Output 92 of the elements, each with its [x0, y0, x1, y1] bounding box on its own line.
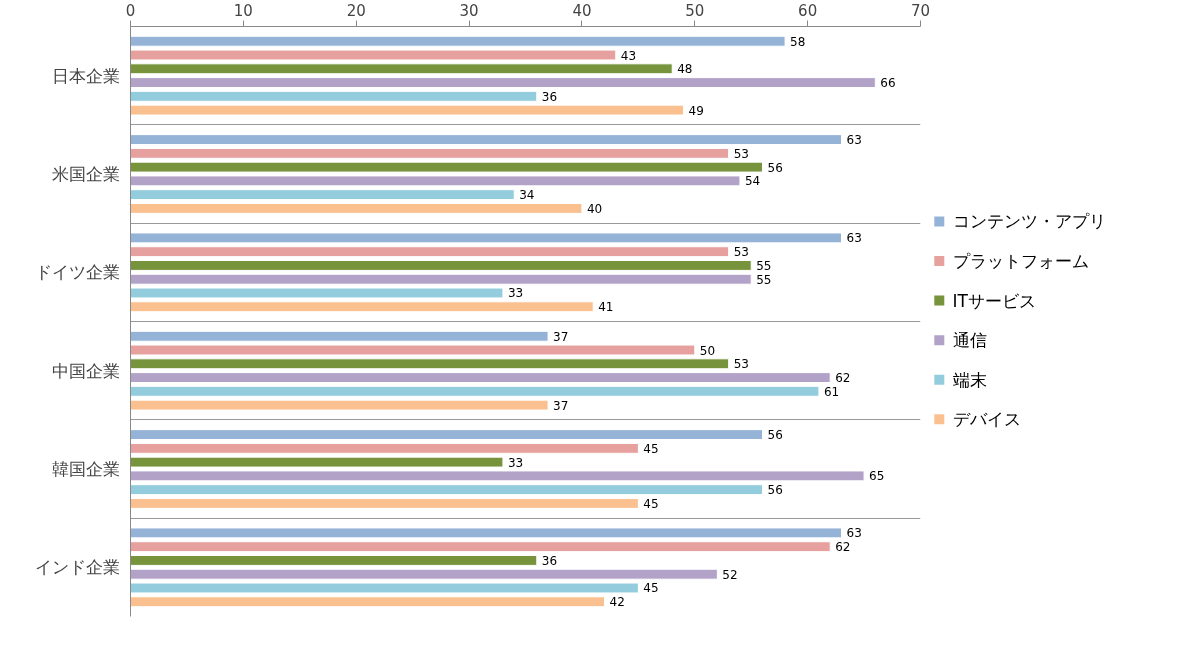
- data-label: 53: [733, 357, 749, 372]
- bar: [130, 134, 842, 146]
- x-tick-label: 10: [233, 1, 253, 20]
- data-label: 43: [620, 48, 637, 63]
- legend-label: 端末: [952, 369, 987, 390]
- data-label: 63: [846, 231, 862, 246]
- bar: [130, 429, 763, 441]
- bar: [130, 344, 696, 356]
- data-label: 63: [846, 526, 862, 541]
- bar: [130, 259, 752, 271]
- x-tick-label: 40: [572, 1, 592, 20]
- bar: [130, 470, 865, 482]
- data-label: 36: [541, 89, 558, 104]
- y-tick-label: 中国企業: [51, 360, 120, 381]
- data-label: 45: [643, 581, 659, 596]
- bar: [130, 175, 741, 187]
- legend-label: プラットフォーム: [952, 250, 1089, 271]
- data-label: 48: [677, 62, 693, 77]
- data-label: 36: [541, 553, 558, 568]
- y-tick-label: ドイツ企業: [34, 262, 120, 283]
- data-label: 53: [733, 146, 749, 161]
- bar: [130, 232, 842, 244]
- bar: [130, 104, 684, 116]
- legend-label: 通信: [952, 330, 987, 351]
- x-tick-label: 20: [346, 1, 366, 20]
- bar: [130, 49, 617, 61]
- data-label: 56: [767, 483, 783, 498]
- data-label: 41: [598, 300, 614, 315]
- bar: [130, 385, 820, 397]
- data-label: 54: [744, 174, 761, 189]
- data-label: 56: [767, 428, 783, 443]
- bar: [130, 287, 504, 299]
- data-label: 61: [823, 384, 840, 399]
- data-label: 40: [586, 201, 603, 216]
- data-label: 53: [733, 245, 749, 260]
- bar: [130, 582, 639, 594]
- bar: [130, 484, 763, 496]
- bar: [130, 161, 763, 173]
- bar: [130, 301, 594, 313]
- bar: [130, 372, 831, 384]
- data-label: 45: [643, 496, 659, 511]
- data-label: 56: [767, 160, 783, 175]
- data-label: 50: [699, 343, 716, 358]
- data-label: 66: [880, 76, 896, 91]
- data-label: 55: [756, 258, 772, 273]
- bar: [130, 358, 730, 370]
- x-tick-label: 30: [459, 1, 479, 20]
- data-label: 45: [643, 441, 659, 456]
- y-tick-label: 米国企業: [51, 164, 120, 184]
- bar: [130, 568, 718, 580]
- bar: [130, 442, 639, 454]
- bar: [130, 527, 842, 539]
- bar: [130, 63, 673, 75]
- legend-label: ITサービス: [952, 290, 1036, 311]
- bar: [130, 541, 831, 553]
- data-label: 65: [869, 469, 885, 484]
- legend-label: デバイス: [952, 409, 1021, 430]
- bar: [130, 202, 583, 214]
- bar: [130, 554, 538, 566]
- bar: [130, 189, 515, 201]
- x-tick-label: 70: [910, 1, 931, 20]
- bar: [130, 90, 538, 102]
- bar: [130, 246, 730, 258]
- data-label: 37: [553, 398, 569, 413]
- x-tick-label: 0: [125, 1, 136, 20]
- x-tick-label: 60: [798, 1, 818, 20]
- bar: [130, 35, 786, 47]
- y-tick-label: 韓国企業: [51, 459, 120, 479]
- bar: [130, 273, 752, 285]
- bar: [130, 147, 730, 159]
- data-label: 33: [507, 286, 524, 301]
- data-label: 55: [756, 272, 772, 287]
- bar: [130, 399, 549, 411]
- data-label: 49: [688, 103, 704, 118]
- legend-label: コンテンツ・アプリ: [952, 211, 1106, 232]
- data-label: 52: [722, 567, 738, 582]
- data-label: 37: [553, 329, 569, 344]
- bar: [130, 77, 876, 89]
- data-label: 58: [790, 34, 806, 49]
- data-label: 33: [507, 455, 524, 470]
- bar: [130, 596, 605, 608]
- bar: [130, 330, 549, 342]
- bar: [130, 497, 639, 509]
- y-tick-label: インド企業: [34, 557, 120, 578]
- data-label: 42: [609, 595, 625, 610]
- y-tick-label: 日本企業: [51, 65, 120, 86]
- bar: [130, 456, 504, 468]
- data-label: 34: [519, 188, 535, 203]
- data-label: 62: [835, 540, 851, 555]
- data-label: 63: [846, 133, 862, 148]
- x-tick-label: 50: [685, 1, 705, 20]
- data-label: 62: [835, 371, 851, 386]
